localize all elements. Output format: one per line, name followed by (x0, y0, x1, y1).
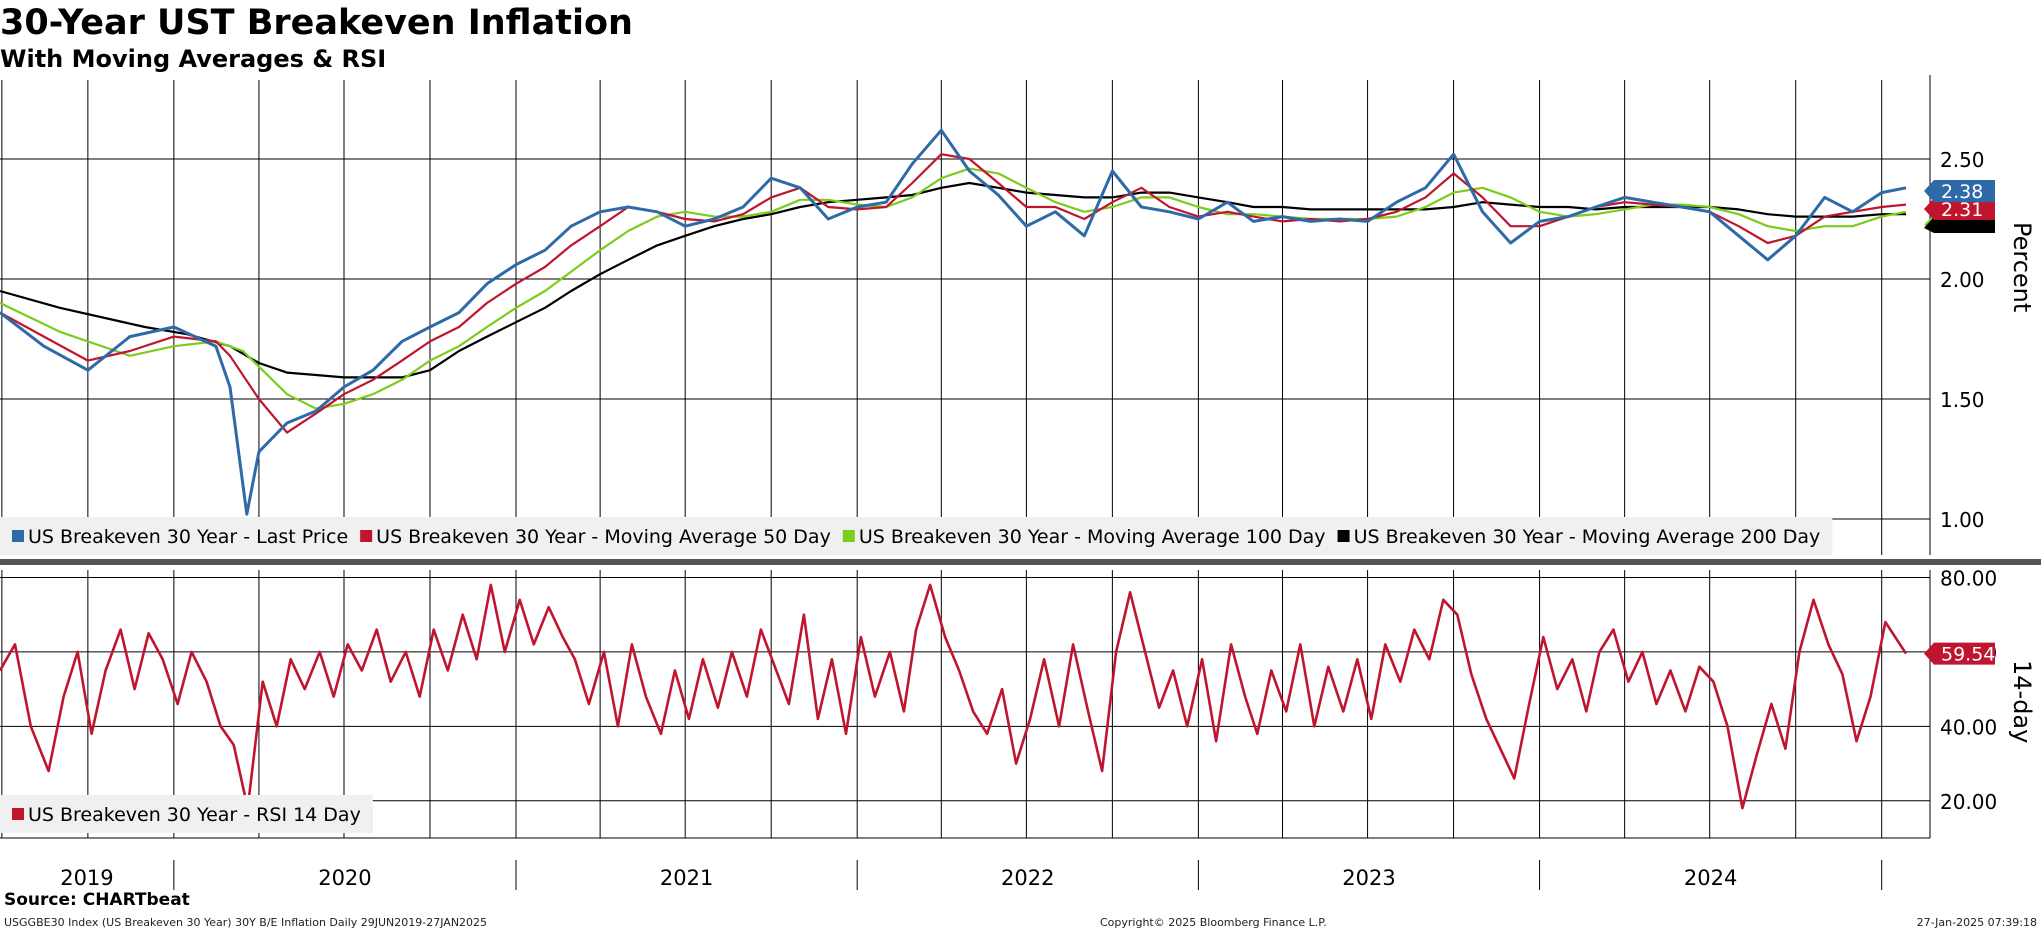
chart-title: 30-Year UST Breakeven Inflation (0, 3, 633, 43)
legend-background (0, 795, 373, 833)
series-lines (0, 128, 1908, 810)
legend-swatch (12, 530, 24, 542)
series-line-ma200 (0, 181, 1906, 379)
footer-copyright: Copyright© 2025 Bloomberg Finance L.P. (1100, 916, 1327, 929)
axes: 1.001.502.002.5020.0040.0060.0080.00Perc… (0, 75, 2036, 890)
x-tick-label: 2021 (660, 866, 713, 890)
series-line-ma50 (0, 153, 1907, 434)
last-value-tag-price-bg (1924, 180, 1995, 202)
last-value-tag-price-label: 2.38 (1941, 181, 1983, 203)
y-tick-label: 20.00 (1940, 790, 1997, 814)
series-line-last_price (0, 128, 1907, 516)
y-axis-title: Percent (2008, 222, 2036, 312)
y-tick-label: 2.00 (1940, 268, 1985, 292)
grid-lines (0, 80, 2041, 838)
legend-swatch (12, 808, 24, 820)
x-tick-label: 2023 (1342, 866, 1395, 890)
legend: US Breakeven 30 Year - RSI 14 Day (0, 795, 373, 833)
y-tick-label: 80.00 (1940, 566, 1997, 590)
y-tick-label: 40.00 (1940, 715, 1997, 739)
legends: US Breakeven 30 Year - Last Price US Brea… (0, 517, 1833, 833)
legend-entry: US Breakeven 30 Year - Moving Average 10… (859, 526, 1326, 548)
series-line-ma100 (0, 167, 1907, 410)
footer-timestamp: 27-Jan-2025 07:39:18 (1916, 916, 2037, 929)
legend-entry: US Breakeven 30 Year - Moving Average 50… (376, 526, 831, 548)
footer-ticker-info: USGGBE30 Index (US Breakeven 30 Year) 30… (4, 916, 488, 929)
x-tick-label: 2020 (318, 866, 371, 890)
last-value-tag-rsi-bg (1924, 642, 1995, 665)
last-value-tag-ma50-bg (1924, 198, 1995, 220)
last-value-tag-ma200 (1924, 217, 1995, 233)
x-tick-label: 2022 (1001, 866, 1054, 890)
legend-entry: US Breakeven 30 Year - Moving Average 20… (1354, 526, 1821, 548)
x-tick-label: 2019 (60, 866, 113, 890)
legend-entry: US Breakeven 30 Year - RSI 14 Day (28, 804, 361, 826)
legend-background (0, 517, 1833, 555)
y-axis-title: 14-day (2008, 660, 2036, 743)
last-value-tag-rsi-label: 59.54 (1941, 644, 1995, 666)
panel-divider (0, 559, 2041, 565)
last-value-tag-ma50-label: 2.31 (1941, 199, 1983, 221)
y-tick-label: 1.50 (1940, 388, 1985, 412)
source-note: Source: CHARTbeat (4, 890, 190, 910)
legend-swatch (842, 530, 855, 542)
legend: US Breakeven 30 Year - Last Price US Brea… (0, 517, 1833, 555)
legend-swatch (360, 530, 373, 542)
y-tick-label: 1.00 (1940, 508, 1985, 532)
x-tick-label: 2024 (1684, 866, 1737, 890)
y-tick-label: 2.50 (1940, 148, 1985, 172)
series-line-rsi (0, 583, 1908, 810)
legend-swatch (1337, 530, 1350, 542)
legend-entry: US Breakeven 30 Year - Last Price (28, 526, 348, 548)
chart-subtitle: With Moving Averages & RSI (0, 45, 387, 73)
